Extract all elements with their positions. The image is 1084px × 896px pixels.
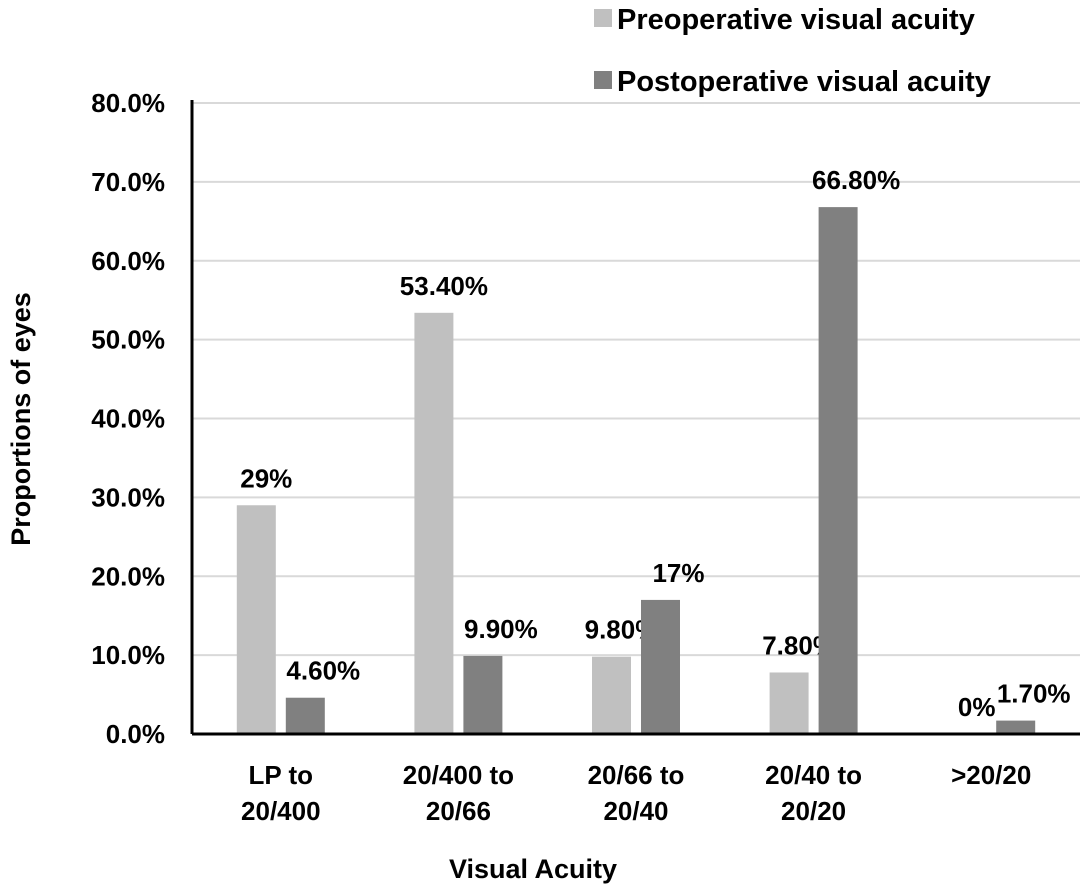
x-tick-label: 20/66 to bbox=[588, 760, 685, 790]
legend-swatch bbox=[594, 9, 612, 27]
data-label: 9.90% bbox=[464, 614, 538, 644]
x-tick-label: 20/66 bbox=[426, 796, 491, 826]
bar-preoperative bbox=[236, 505, 276, 734]
bar-preoperative bbox=[414, 312, 454, 734]
y-tick-label: 0.0% bbox=[106, 719, 165, 749]
bar-postoperative bbox=[463, 655, 503, 734]
data-label: 0% bbox=[958, 692, 996, 722]
y-tick-label: 80.0% bbox=[91, 88, 165, 118]
bar-postoperative bbox=[996, 720, 1036, 734]
y-tick-label: 30.0% bbox=[91, 482, 165, 512]
data-label: 29% bbox=[240, 463, 292, 493]
x-axis-title: Visual Acuity bbox=[449, 854, 617, 884]
y-tick-label: 40.0% bbox=[91, 404, 165, 434]
y-axis-title: Proportions of eyes bbox=[6, 292, 36, 546]
bar-postoperative bbox=[818, 207, 858, 735]
x-tick-label: 20/20 bbox=[781, 796, 846, 826]
x-tick-label: >20/20 bbox=[951, 760, 1031, 790]
legend-label: Postoperative visual acuity bbox=[617, 66, 991, 98]
x-tick-label: 20/400 bbox=[241, 796, 321, 826]
bar-postoperative bbox=[641, 599, 680, 734]
x-tick-label: 20/400 to bbox=[403, 760, 514, 790]
y-tick-label: 50.0% bbox=[91, 325, 165, 355]
y-tick-label: 60.0% bbox=[91, 246, 165, 276]
data-label: 66.80% bbox=[812, 165, 900, 195]
y-tick-label: 70.0% bbox=[91, 167, 165, 197]
legend-swatch bbox=[594, 71, 612, 89]
data-label: 4.60% bbox=[286, 656, 360, 686]
data-label: 1.70% bbox=[997, 679, 1071, 709]
y-tick-label: 20.0% bbox=[91, 561, 165, 591]
x-tick-label: LP to bbox=[249, 760, 314, 790]
x-tick-label: 20/40 bbox=[603, 796, 668, 826]
data-label: 53.40% bbox=[400, 271, 488, 301]
y-tick-label: 10.0% bbox=[91, 640, 165, 670]
bar-preoperative bbox=[769, 672, 809, 734]
x-tick-label: 20/40 to bbox=[765, 760, 862, 790]
bar-preoperative bbox=[592, 656, 631, 734]
data-label: 17% bbox=[652, 558, 704, 588]
bar-postoperative bbox=[285, 697, 325, 734]
legend-label: Preoperative visual acuity bbox=[617, 4, 975, 36]
